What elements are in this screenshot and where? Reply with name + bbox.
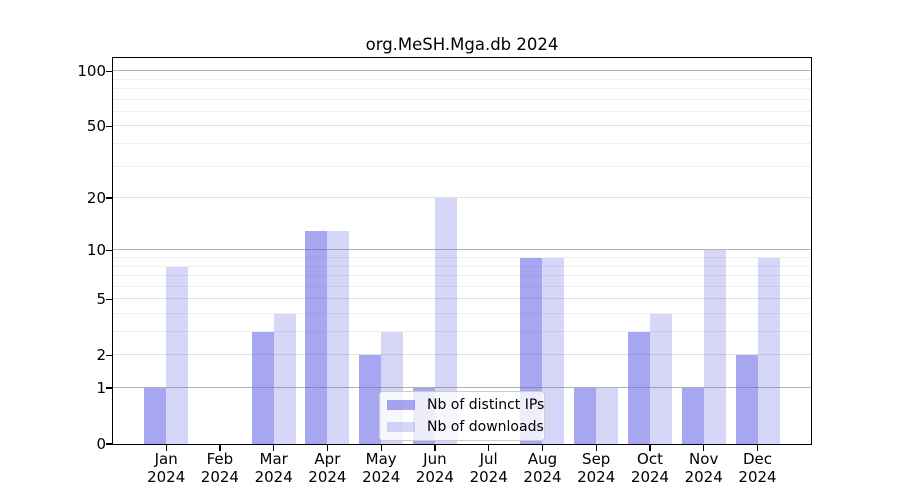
minor-gridline-9: [113, 257, 811, 258]
y-tick-mark-2: [106, 354, 113, 356]
legend-row-ips: Nb of distinct IPs: [387, 396, 544, 414]
gridline-100: [113, 70, 811, 72]
x-tick-label-jun: Jun 2024: [415, 450, 454, 486]
x-tick-mark-nov: [703, 444, 705, 451]
x-tick-mark-feb: [219, 444, 221, 451]
bar-ips-may: [359, 355, 382, 444]
y-tick-label-10: 10: [86, 241, 106, 260]
bar-downloads-mar: [273, 314, 296, 444]
x-tick-label-sep: Sep 2024: [577, 450, 616, 486]
bar-ips-apr: [305, 230, 328, 444]
x-tick-mark-dec: [756, 444, 759, 451]
minor-gridline-80: [113, 88, 811, 90]
minor-gridline-90: [113, 78, 811, 80]
x-tick-label-aug: Aug 2024: [523, 450, 562, 486]
gridline-20: [113, 197, 811, 199]
legend: Nb of distinct IPs Nb of downloads: [379, 391, 545, 441]
bar-ips-mar: [251, 332, 274, 444]
legend-swatch-downloads-icon: [387, 422, 415, 432]
x-tick-mark-jan: [165, 444, 167, 451]
minor-gridline-4: [113, 313, 811, 314]
plot-area: Nb of distinct IPs Nb of downloads: [112, 57, 812, 445]
legend-label-ips: Nb of distinct IPs: [427, 397, 545, 413]
x-tick-mark-jul: [488, 444, 490, 451]
minor-gridline-3: [113, 331, 811, 332]
y-tick-label-50: 50: [86, 117, 106, 136]
legend-swatch-ips-icon: [387, 400, 415, 410]
x-tick-label-mar: Mar 2024: [254, 450, 293, 486]
y-tick-label-20: 20: [86, 189, 106, 208]
gridline-1: [113, 387, 811, 388]
bar-downloads-apr: [327, 230, 350, 444]
bar-downloads-nov: [703, 250, 726, 444]
x-tick-label-feb: Feb 2024: [200, 450, 239, 486]
y-tick-mark-100: [106, 70, 113, 72]
legend-row-downloads: Nb of downloads: [387, 418, 544, 436]
minor-gridline-8: [113, 265, 811, 267]
x-tick-label-may: May 2024: [362, 450, 401, 486]
gridline-5: [113, 298, 811, 300]
x-tick-mark-may: [380, 444, 382, 451]
minor-gridline-70: [113, 98, 811, 100]
legend-label-downloads: Nb of downloads: [427, 419, 544, 435]
bar-ips-oct: [628, 332, 650, 444]
gridline-2: [113, 354, 811, 356]
y-tick-mark-10: [106, 249, 113, 251]
chart-title: org.MeSH.Mga.db 2024: [365, 35, 559, 54]
bar-ips-jan: [144, 388, 167, 444]
minor-gridline-30: [113, 165, 811, 167]
x-tick-mark-sep: [595, 444, 597, 451]
y-tick-label-2: 2: [96, 346, 106, 365]
x-tick-label-nov: Nov 2024: [684, 450, 723, 486]
x-tick-mark-aug: [541, 444, 544, 451]
bar-downloads-oct: [650, 314, 672, 444]
bar-ips-nov: [681, 388, 704, 444]
x-tick-mark-jun: [434, 444, 436, 451]
x-tick-label-jul: Jul 2024: [469, 450, 508, 486]
minor-gridline-6: [113, 285, 811, 287]
y-tick-label-5: 5: [96, 290, 106, 309]
y-tick-mark-20: [106, 197, 113, 199]
minor-gridline-7: [113, 275, 811, 276]
y-tick-label-1: 1: [96, 379, 106, 397]
bar-downloads-dec: [757, 258, 780, 444]
y-tick-mark-0: [106, 443, 113, 445]
minor-gridline-60: [113, 111, 811, 112]
x-tick-mark-oct: [649, 444, 651, 451]
y-tick-mark-50: [106, 125, 113, 128]
x-tick-label-oct: Oct 2024: [630, 450, 670, 486]
y-tick-label-0: 0: [96, 435, 106, 453]
bar-ips-dec: [735, 355, 758, 444]
y-tick-mark-1: [106, 387, 113, 389]
bar-downloads-sep: [596, 388, 619, 444]
x-tick-label-dec: Dec 2024: [738, 450, 777, 486]
x-tick-mark-apr: [326, 444, 329, 451]
y-tick-mark-5: [106, 298, 113, 300]
x-tick-mark-mar: [273, 444, 275, 451]
bar-downloads-jan: [166, 266, 189, 444]
y-tick-label-100: 100: [77, 62, 106, 81]
bar-downloads-aug: [542, 258, 565, 444]
x-tick-label-apr: Apr 2024: [308, 450, 347, 486]
gridline-50: [113, 125, 811, 127]
x-tick-label-jan: Jan 2024: [147, 450, 186, 486]
gridline-10: [113, 249, 811, 251]
bar-downloads-jun: [434, 198, 457, 444]
minor-gridline-40: [113, 143, 811, 145]
bar-ips-sep: [574, 388, 597, 444]
